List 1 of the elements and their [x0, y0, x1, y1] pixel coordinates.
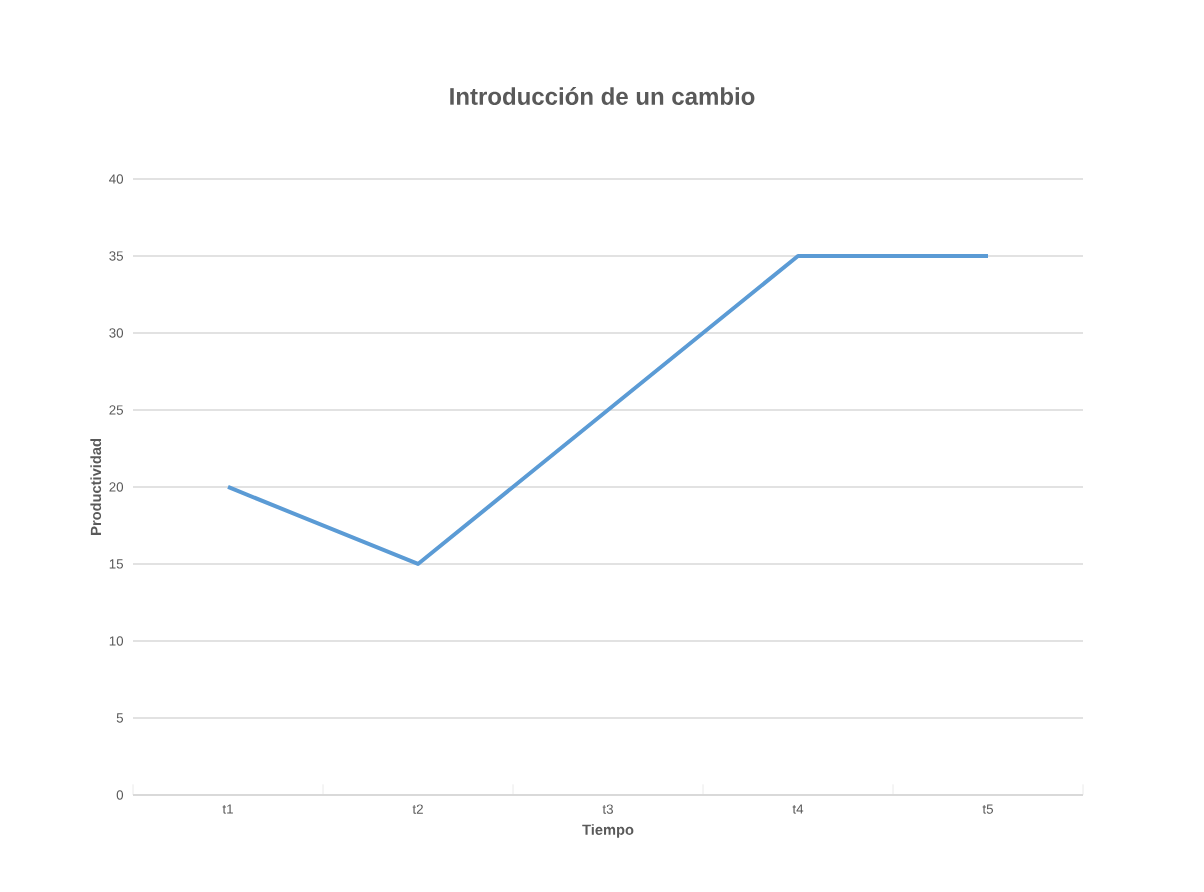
chart-title: Introducción de un cambio — [450, 87, 755, 105]
